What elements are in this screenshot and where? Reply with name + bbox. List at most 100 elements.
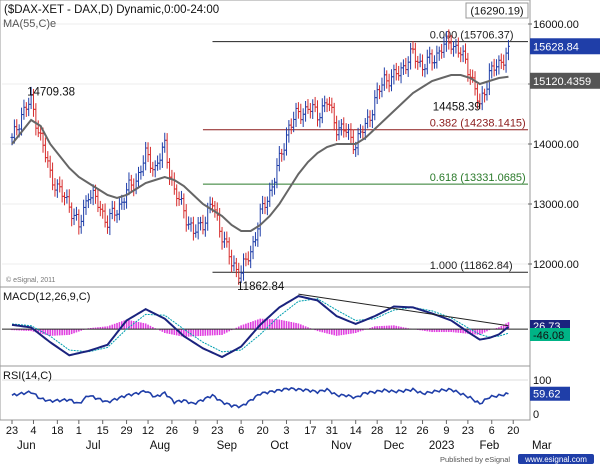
macd-hist-bar <box>221 329 223 335</box>
x-tick-label: 23 <box>462 425 474 437</box>
fib-label-1.000: 1.000 (11862.84) <box>430 260 513 272</box>
price-lines <box>11 74 509 232</box>
macd-hist-bar <box>304 326 307 330</box>
x-tick-label: 17 <box>304 425 316 437</box>
macd-hist-bar <box>56 329 59 336</box>
macd-hist-bar <box>271 319 273 330</box>
macd-hist-bar <box>278 319 281 330</box>
x-tick-label: 31 <box>326 425 338 437</box>
macd-hist-bar <box>443 329 445 333</box>
price-tick-label: 12000.00 <box>533 259 579 271</box>
macd-title: MACD(12,26,9,C) <box>3 291 90 303</box>
macd-hist-bar <box>75 329 78 333</box>
macd-hist-bar <box>70 329 73 335</box>
x-month-label: 2023 <box>429 440 455 452</box>
macd-hist-bar <box>97 327 99 330</box>
rsi-tick-label: 100 <box>533 375 551 387</box>
macd-hist-bar <box>140 322 142 330</box>
macd-hist-bar <box>247 322 250 330</box>
macd-hist-bar <box>340 329 343 336</box>
macd-hist-bar <box>505 323 507 330</box>
macd-hist-bar <box>323 329 326 333</box>
macd-hist-bar <box>171 329 173 335</box>
macd-hist-bar <box>54 329 56 336</box>
price-tick-label: 14000.00 <box>533 139 579 151</box>
macd-hist-bar <box>226 329 228 333</box>
macd-hist-bar <box>125 319 128 330</box>
rsi-tick-label: 0 <box>533 409 539 421</box>
macd-hist-bar <box>376 326 378 330</box>
macd-hist-bar <box>300 324 302 330</box>
macd-hist-bar <box>254 320 257 330</box>
macd-hist-bar <box>481 329 483 334</box>
macd-hist-bar <box>80 329 83 331</box>
macd-hist-bar <box>211 329 214 336</box>
x-month-label: Feb <box>479 440 499 452</box>
macd-hist-bar <box>428 329 431 332</box>
macd-hist-bar <box>104 326 106 330</box>
readout-box <box>465 2 529 19</box>
x-tick-label: 20 <box>507 425 519 437</box>
macd-hist-bar <box>345 329 347 335</box>
macd-hist-bar <box>15 329 18 331</box>
x-tick-label: 9 <box>193 425 199 437</box>
macd-hist-bar <box>252 321 254 330</box>
macd-hist-bar <box>135 321 137 330</box>
x-tick-label: 6 <box>238 425 244 437</box>
macd-hist-bar <box>264 318 266 330</box>
macd-hist-bar <box>237 326 240 330</box>
x-tick-label: 12 <box>395 425 407 437</box>
macd-hist-bar <box>319 329 321 332</box>
macd-hist-bar <box>385 325 388 330</box>
macd-hist-bar <box>144 323 147 330</box>
macd-hist-bar <box>469 329 472 334</box>
macd-hist-bar <box>273 319 276 330</box>
macd-hist-bar <box>159 329 161 331</box>
macd-hist-bar <box>30 329 32 332</box>
macd-hist-bar <box>49 329 51 336</box>
annotation-14458.39: 14458.39 <box>433 101 481 113</box>
macd-hist-bar <box>132 321 135 330</box>
macd-hist-bar <box>94 327 97 330</box>
fib-label-0.382: 0.382 (14238.1415) <box>430 118 526 130</box>
x-tick-label: 6 <box>489 425 495 437</box>
macd-hist-bar <box>357 329 359 333</box>
macd-hist-bar <box>99 327 102 330</box>
macd-hist-bar <box>18 329 20 331</box>
macd-hist-bar <box>405 327 407 330</box>
x-month-label: Sep <box>217 440 237 452</box>
esignal-logo <box>518 454 594 464</box>
macd-hist-bar <box>290 321 293 330</box>
ma-line <box>11 74 509 232</box>
macd-hist-bar <box>462 329 464 334</box>
x-month-label: Dec <box>384 440 405 452</box>
rsi-title: RSI(14,C) <box>3 370 52 382</box>
x-tick-label: 18 <box>51 425 63 437</box>
x-month-label: Jul <box>86 440 101 452</box>
macd-hist-bar <box>257 319 259 330</box>
macd-hist-bar <box>486 329 488 332</box>
macd-hist-bar <box>42 329 44 335</box>
macd-hist-bar <box>175 329 178 336</box>
esignal-logo-text: www.esignal.com <box>524 455 587 464</box>
macd-hist-bar <box>183 329 185 337</box>
macd-hist-bar <box>163 329 166 334</box>
macd-hist-bar <box>128 320 130 330</box>
macd-hist-bar <box>63 329 66 336</box>
macd-hist-bar <box>242 324 245 330</box>
macd-hist-bar <box>362 329 364 331</box>
macd-hist-bar <box>47 329 49 336</box>
macd-hist-bar <box>500 325 503 330</box>
macd-hist-bar <box>436 329 438 333</box>
macd-hist-bar <box>152 327 154 330</box>
macd-hist-bar <box>359 329 362 332</box>
x-tick-label: 28 <box>371 425 383 437</box>
annotation-11862.84: 11862.84 <box>237 281 285 293</box>
x-tick-label: 1 <box>76 425 82 437</box>
x-tick-label: 9 <box>443 425 449 437</box>
macd-hist-bar <box>116 322 118 330</box>
macd-hist-bar <box>421 329 424 331</box>
macd-hist-bar <box>202 329 204 336</box>
x-tick-label: 23 <box>6 425 18 437</box>
